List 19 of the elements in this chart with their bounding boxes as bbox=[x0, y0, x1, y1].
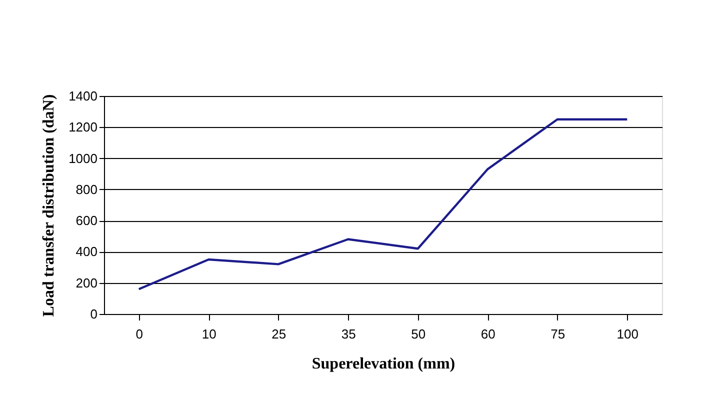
x-axis-title: Superelevation (mm) bbox=[312, 356, 456, 372]
x-tick-label: 75 bbox=[550, 326, 566, 342]
x-tick-label: 0 bbox=[136, 326, 143, 342]
y-tick-label: 1200 bbox=[68, 120, 98, 135]
y-tick-label: 1000 bbox=[68, 150, 98, 166]
x-tick-label: 60 bbox=[480, 326, 496, 342]
y-tick-label: 0 bbox=[90, 306, 98, 322]
x-tick-label: 50 bbox=[411, 326, 426, 342]
x-tick-label: 35 bbox=[341, 326, 356, 342]
y-tick-label: 600 bbox=[76, 213, 98, 228]
y-tick-label: 1400 bbox=[68, 88, 98, 104]
y-tick-label: 800 bbox=[76, 182, 98, 197]
y-tick-label: 400 bbox=[76, 244, 98, 260]
x-tick-label: 10 bbox=[202, 326, 216, 342]
y-tick-label: 200 bbox=[76, 275, 98, 290]
y-axis-title: Load transfer distribution (daN) bbox=[40, 94, 58, 317]
x-tick-label: 100 bbox=[616, 326, 638, 342]
x-tick-label: 25 bbox=[272, 326, 286, 342]
line-series bbox=[138, 118, 628, 290]
